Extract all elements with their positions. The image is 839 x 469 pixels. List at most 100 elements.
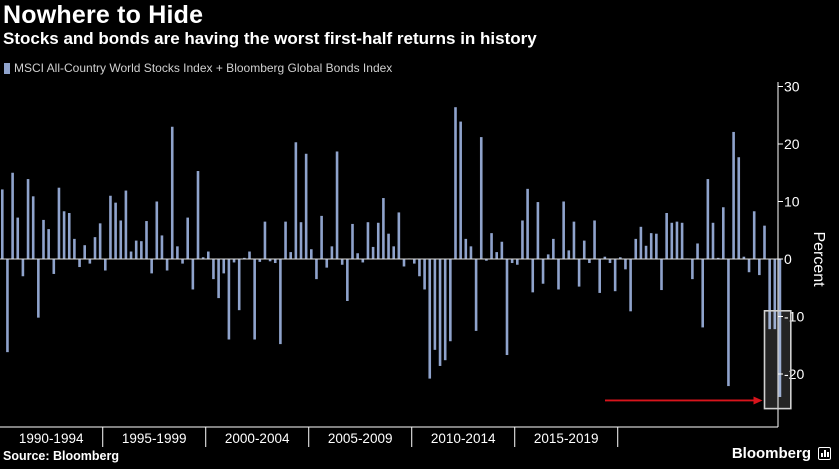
bar bbox=[660, 259, 663, 291]
bar bbox=[418, 259, 421, 277]
bar bbox=[603, 256, 607, 259]
bar bbox=[732, 131, 735, 260]
bar bbox=[119, 220, 123, 259]
bar bbox=[557, 259, 560, 290]
bar bbox=[340, 259, 344, 265]
bar bbox=[150, 259, 153, 274]
bar bbox=[629, 259, 632, 312]
bar bbox=[675, 221, 679, 260]
bar bbox=[253, 259, 256, 340]
bar bbox=[83, 245, 86, 259]
bar bbox=[608, 259, 612, 264]
bar bbox=[402, 259, 406, 267]
bar bbox=[258, 259, 262, 262]
bar bbox=[191, 259, 195, 290]
bar bbox=[469, 246, 473, 259]
bar bbox=[546, 254, 550, 259]
bar bbox=[181, 259, 184, 264]
bar bbox=[454, 107, 457, 259]
bar bbox=[160, 235, 164, 259]
bar bbox=[98, 223, 102, 259]
bar bbox=[706, 179, 710, 259]
bar bbox=[438, 259, 442, 366]
bar bbox=[243, 257, 246, 259]
bar bbox=[52, 259, 56, 274]
bar bbox=[232, 259, 236, 263]
bar bbox=[325, 259, 329, 268]
bar bbox=[593, 220, 596, 259]
bar bbox=[227, 259, 231, 340]
bar bbox=[722, 207, 725, 259]
y-tick-label: 0 bbox=[784, 251, 792, 267]
bar bbox=[397, 212, 401, 259]
bar bbox=[758, 259, 761, 276]
bar bbox=[21, 259, 25, 277]
bar bbox=[423, 259, 426, 290]
arrow-head-icon bbox=[753, 396, 763, 405]
bar bbox=[701, 259, 704, 328]
bar bbox=[37, 259, 40, 318]
bar bbox=[88, 259, 92, 264]
bar bbox=[310, 249, 313, 259]
legend-label: MSCI All-Country World Stocks Index + Bl… bbox=[14, 61, 393, 75]
bar bbox=[536, 202, 540, 259]
bar bbox=[727, 259, 730, 387]
bar bbox=[562, 201, 565, 259]
bar bbox=[165, 259, 169, 271]
x-group-label: 1995-1999 bbox=[122, 431, 187, 446]
bar bbox=[346, 259, 349, 301]
bar bbox=[104, 259, 107, 271]
legend-swatch bbox=[4, 62, 10, 74]
bar bbox=[212, 259, 215, 280]
bar bbox=[376, 222, 380, 260]
bar bbox=[361, 259, 365, 263]
bar bbox=[124, 190, 128, 259]
bar bbox=[464, 238, 468, 260]
bar bbox=[413, 259, 416, 264]
bar bbox=[114, 202, 117, 259]
highlighted-bar bbox=[778, 259, 782, 397]
bar bbox=[742, 256, 746, 259]
bar bbox=[443, 259, 447, 361]
bar bbox=[140, 241, 143, 259]
bar bbox=[186, 217, 189, 259]
bar bbox=[737, 157, 741, 259]
bar bbox=[170, 126, 174, 259]
bar bbox=[26, 179, 30, 259]
bar bbox=[335, 151, 339, 259]
bar bbox=[691, 259, 694, 280]
bar bbox=[196, 171, 200, 259]
bar bbox=[73, 238, 76, 260]
bar bbox=[541, 259, 545, 284]
bar bbox=[588, 259, 591, 264]
bar bbox=[42, 219, 45, 259]
y-tick-label: 20 bbox=[784, 136, 800, 152]
bar bbox=[47, 229, 50, 259]
bar bbox=[582, 240, 586, 259]
bar bbox=[93, 237, 97, 259]
bar bbox=[613, 259, 617, 292]
bar bbox=[526, 188, 529, 259]
bar bbox=[510, 259, 514, 264]
bar bbox=[670, 222, 674, 260]
x-group-label: 2015-2019 bbox=[534, 431, 599, 446]
bar bbox=[495, 252, 498, 259]
bar bbox=[479, 137, 483, 259]
bar bbox=[145, 221, 148, 259]
bar bbox=[680, 222, 684, 260]
bar bbox=[433, 259, 437, 350]
bar bbox=[552, 238, 555, 260]
bar bbox=[217, 259, 220, 299]
bar bbox=[263, 221, 267, 260]
bar bbox=[382, 198, 385, 259]
bar bbox=[273, 259, 277, 264]
bar bbox=[567, 250, 571, 260]
bar bbox=[320, 215, 323, 260]
bar bbox=[639, 226, 643, 259]
bar bbox=[392, 246, 395, 259]
bar bbox=[201, 257, 205, 259]
bar bbox=[289, 252, 292, 259]
bar bbox=[57, 187, 61, 259]
bar bbox=[279, 259, 282, 345]
bar bbox=[78, 259, 81, 268]
